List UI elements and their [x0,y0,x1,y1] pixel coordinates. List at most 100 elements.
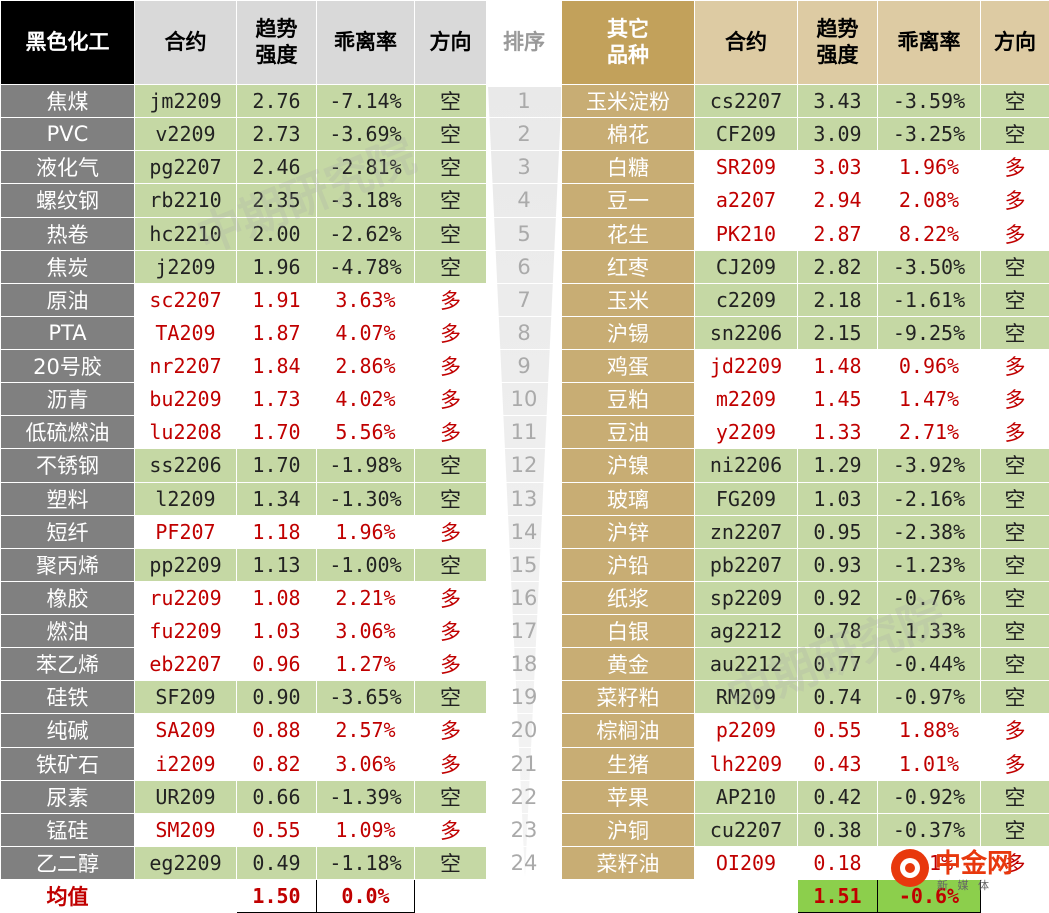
average-empty-cell [694,879,798,913]
left-contract-code: i2209 [134,746,237,781]
left-deviation: -3.65% [316,680,415,715]
average-left-strength: 1.50 [236,879,317,913]
right-direction: 多 [980,150,1049,185]
left-trend-strength: 1.34 [236,481,317,516]
right-commodity-name: 菜籽油 [561,845,695,881]
left-commodity-name: 硅铁 [0,680,135,715]
right-direction: 空 [980,514,1049,549]
right-commodity-name: 玉米 [561,282,695,317]
right-deviation: -0.92% [877,779,981,814]
left-direction: 空 [414,117,487,152]
rank-number: 19 [486,680,562,715]
left-contract-code: rb2210 [134,183,237,218]
table-row: 液化气 pg2207 2.46 -2.81% 空 3 白糖 SR209 3.03 1.96% 多 [0,150,1049,185]
right-direction: 空 [980,117,1049,152]
right-deviation: -0.97% [877,680,981,715]
rank-number: 15 [486,547,562,582]
left-contract-code: pg2207 [134,150,237,185]
left-trend-strength: 0.82 [236,746,317,781]
left-deviation: 5.56% [316,415,415,450]
left-contract-code: bu2209 [134,382,237,417]
left-contract-code: TA209 [134,315,237,351]
table-row: 燃油 fu2209 1.03 3.06% 多 17 白银 ag2212 0.78 -1.33% 空 [0,613,1049,649]
right-contract-code: sn2206 [694,315,798,351]
right-commodity-name: 豆粕 [561,382,695,417]
header-direction-right: 方向 [980,0,1049,85]
right-trend-strength: 0.18 [797,845,878,881]
right-contract-code: cu2207 [694,812,798,847]
right-contract-code: sp2209 [694,580,798,616]
left-trend-strength: 0.96 [236,647,317,682]
table-row: 原油 sc2207 1.91 3.63% 多 7 玉米 c2209 2.18 -1.61% 空 [0,282,1049,317]
left-trend-strength: 2.00 [236,216,317,251]
left-trend-strength: 1.03 [236,613,317,649]
left-deviation: 4.02% [316,382,415,417]
left-trend-strength: 1.18 [236,514,317,549]
right-direction: 多 [980,216,1049,251]
right-trend-strength: 2.82 [797,249,878,284]
right-commodity-name: 棉花 [561,117,695,152]
left-commodity-name: PTA [0,315,135,351]
right-trend-strength: 2.18 [797,282,878,317]
table-row: 橡胶 ru2209 1.08 2.21% 多 16 纸浆 sp2209 0.92 -0.76% 空 [0,580,1049,616]
right-trend-strength: 3.09 [797,117,878,152]
left-deviation: -2.62% [316,216,415,251]
left-trend-strength: 1.96 [236,249,317,284]
left-commodity-name: 橡胶 [0,580,135,616]
left-contract-code: sc2207 [134,282,237,317]
right-commodity-name: 豆油 [561,415,695,450]
right-direction: 空 [980,647,1049,682]
table-row: 铁矿石 i2209 0.82 3.06% 多 21 生猪 lh2209 0.43 1.01% 多 [0,746,1049,781]
left-contract-code: PF207 [134,514,237,549]
right-commodity-name: 黄金 [561,647,695,682]
right-contract-code: CJ209 [694,249,798,284]
right-commodity-name: 花生 [561,216,695,251]
right-commodity-name: 苹果 [561,779,695,814]
left-trend-strength: 2.76 [236,83,317,119]
table-row: 20号胶 nr2207 1.84 2.86% 多 9 鸡蛋 jd2209 1.48 0.96% 多 [0,348,1049,384]
right-deviation: 1.47% [877,382,981,417]
table-row: 短纤 PF207 1.18 1.96% 多 14 沪锌 zn2207 0.95 -2.38% 空 [0,514,1049,549]
left-commodity-name: 液化气 [0,150,135,185]
table-row: 聚丙烯 pp2209 1.13 -1.00% 空 15 沪铅 pb2207 0.93 -1.23%… [0,547,1049,582]
table-row: PVC v2209 2.73 -3.69% 空 2 棉花 CF209 3.09 -3.25% 空 [0,117,1049,152]
right-deviation: -1.33% [877,613,981,649]
header-row: 黑色化工 合约 趋势 强度 乖离率 方向 排序 其它 品种 合约 趋势 强度 乖离率 … [0,0,1049,85]
left-deviation: -1.30% [316,481,415,516]
table-row: 乙二醇 eg2209 0.49 -1.18% 空 24 菜籽油 OI209 0.18 2.1% 多 [0,845,1049,881]
right-trend-strength: 0.55 [797,713,878,748]
right-contract-code: zn2207 [694,514,798,549]
left-contract-code: SM209 [134,812,237,847]
left-direction: 多 [414,348,487,384]
right-deviation: -0.37% [877,812,981,847]
left-direction: 多 [414,647,487,682]
right-commodity-name: 玉米淀粉 [561,83,695,119]
right-commodity-name: 红枣 [561,249,695,284]
rank-number: 1 [486,83,562,119]
left-trend-strength: 1.13 [236,547,317,582]
left-deviation: 2.57% [316,713,415,748]
right-contract-code: AP210 [694,779,798,814]
right-commodity-name: 沪锌 [561,514,695,549]
right-direction: 空 [980,315,1049,351]
rank-number: 7 [486,282,562,317]
brand-logo: 中金网 新 媒 体 [891,841,1041,901]
right-deviation: -9.25% [877,315,981,351]
left-direction: 多 [414,812,487,847]
rank-number: 6 [486,249,562,284]
right-trend-strength: 3.03 [797,150,878,185]
right-contract-code: OI209 [694,845,798,881]
left-trend-strength: 0.66 [236,779,317,814]
right-deviation: -0.76% [877,580,981,616]
left-commodity-name: 塑料 [0,481,135,516]
right-commodity-name: 白银 [561,613,695,649]
right-commodity-name: 鸡蛋 [561,348,695,384]
right-contract-code: RM209 [694,680,798,715]
right-contract-code: c2209 [694,282,798,317]
left-deviation: 1.09% [316,812,415,847]
left-commodity-name: 螺纹钢 [0,183,135,218]
right-contract-code: pb2207 [694,547,798,582]
left-commodity-name: 铁矿石 [0,746,135,781]
left-deviation: 1.96% [316,514,415,549]
